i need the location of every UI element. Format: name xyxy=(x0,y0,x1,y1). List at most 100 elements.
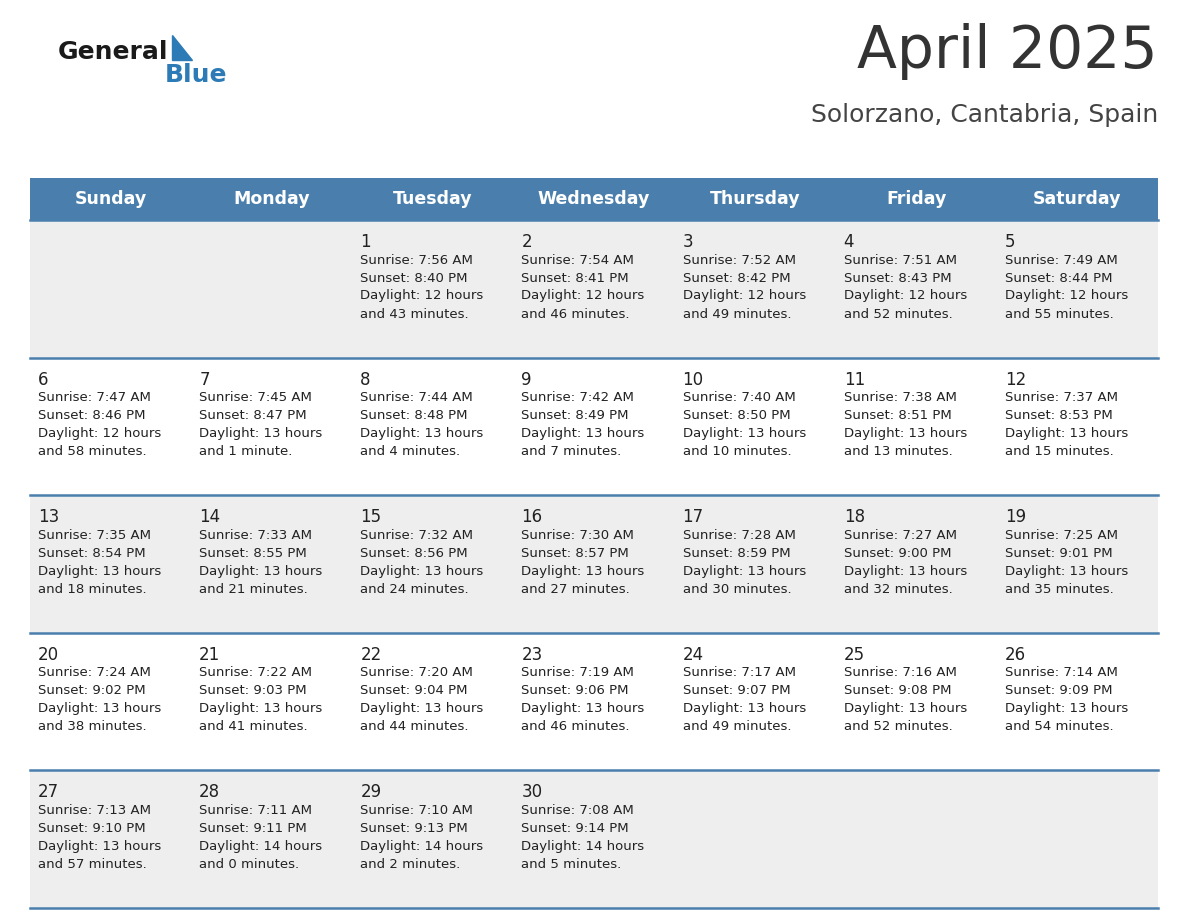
Text: Sunrise: 7:49 AM: Sunrise: 7:49 AM xyxy=(1005,253,1118,266)
Text: and 41 minutes.: and 41 minutes. xyxy=(200,721,308,733)
Text: Daylight: 13 hours: Daylight: 13 hours xyxy=(38,565,162,577)
Text: Sunrise: 7:24 AM: Sunrise: 7:24 AM xyxy=(38,666,151,679)
Text: Daylight: 13 hours: Daylight: 13 hours xyxy=(683,565,805,577)
Text: Sunday: Sunday xyxy=(75,190,146,208)
Text: Sunset: 9:14 PM: Sunset: 9:14 PM xyxy=(522,822,630,834)
Text: Sunset: 8:47 PM: Sunset: 8:47 PM xyxy=(200,409,307,422)
Text: 11: 11 xyxy=(843,371,865,388)
Text: April 2025: April 2025 xyxy=(858,24,1158,81)
Text: 3: 3 xyxy=(683,233,693,251)
Text: Friday: Friday xyxy=(886,190,947,208)
Text: Sunrise: 7:17 AM: Sunrise: 7:17 AM xyxy=(683,666,796,679)
Text: Thursday: Thursday xyxy=(710,190,801,208)
Text: Sunrise: 7:25 AM: Sunrise: 7:25 AM xyxy=(1005,529,1118,542)
Text: Daylight: 13 hours: Daylight: 13 hours xyxy=(360,702,484,715)
Text: Sunset: 9:01 PM: Sunset: 9:01 PM xyxy=(1005,547,1112,560)
Text: 17: 17 xyxy=(683,509,703,526)
Text: and 38 minutes.: and 38 minutes. xyxy=(38,721,146,733)
Text: 7: 7 xyxy=(200,371,209,388)
Text: Daylight: 13 hours: Daylight: 13 hours xyxy=(200,702,322,715)
Text: Solorzano, Cantabria, Spain: Solorzano, Cantabria, Spain xyxy=(810,103,1158,127)
Text: 5: 5 xyxy=(1005,233,1016,251)
Text: 14: 14 xyxy=(200,509,220,526)
Text: Daylight: 13 hours: Daylight: 13 hours xyxy=(843,565,967,577)
Text: Daylight: 12 hours: Daylight: 12 hours xyxy=(38,427,162,440)
Text: Daylight: 13 hours: Daylight: 13 hours xyxy=(1005,565,1129,577)
Text: and 0 minutes.: and 0 minutes. xyxy=(200,858,299,871)
Text: and 1 minute.: and 1 minute. xyxy=(200,445,292,458)
Text: Sunrise: 7:20 AM: Sunrise: 7:20 AM xyxy=(360,666,473,679)
Text: 2: 2 xyxy=(522,233,532,251)
Text: Sunset: 9:06 PM: Sunset: 9:06 PM xyxy=(522,684,628,698)
Text: Wednesday: Wednesday xyxy=(538,190,650,208)
Text: Sunset: 8:40 PM: Sunset: 8:40 PM xyxy=(360,272,468,285)
Text: Daylight: 14 hours: Daylight: 14 hours xyxy=(522,840,645,853)
Text: Sunrise: 7:54 AM: Sunrise: 7:54 AM xyxy=(522,253,634,266)
Text: and 4 minutes.: and 4 minutes. xyxy=(360,445,461,458)
Text: Daylight: 13 hours: Daylight: 13 hours xyxy=(522,565,645,577)
Text: 9: 9 xyxy=(522,371,532,388)
Text: 20: 20 xyxy=(38,645,59,664)
Text: Sunrise: 7:14 AM: Sunrise: 7:14 AM xyxy=(1005,666,1118,679)
Text: Sunset: 8:57 PM: Sunset: 8:57 PM xyxy=(522,547,630,560)
Text: and 55 minutes.: and 55 minutes. xyxy=(1005,308,1113,320)
Text: Sunrise: 7:11 AM: Sunrise: 7:11 AM xyxy=(200,804,312,817)
Text: Saturday: Saturday xyxy=(1034,190,1121,208)
Text: Daylight: 13 hours: Daylight: 13 hours xyxy=(522,427,645,440)
Text: Sunset: 8:48 PM: Sunset: 8:48 PM xyxy=(360,409,468,422)
Bar xyxy=(675,178,835,220)
Text: Sunrise: 7:08 AM: Sunrise: 7:08 AM xyxy=(522,804,634,817)
Text: Daylight: 12 hours: Daylight: 12 hours xyxy=(360,289,484,303)
Text: and 15 minutes.: and 15 minutes. xyxy=(1005,445,1113,458)
Text: and 44 minutes.: and 44 minutes. xyxy=(360,721,469,733)
Bar xyxy=(30,358,1158,495)
Text: Sunset: 9:11 PM: Sunset: 9:11 PM xyxy=(200,822,307,834)
Text: 30: 30 xyxy=(522,783,543,801)
Text: Daylight: 13 hours: Daylight: 13 hours xyxy=(360,427,484,440)
Text: Daylight: 14 hours: Daylight: 14 hours xyxy=(200,840,322,853)
Polygon shape xyxy=(172,35,192,60)
Text: and 2 minutes.: and 2 minutes. xyxy=(360,858,461,871)
Text: Sunset: 9:08 PM: Sunset: 9:08 PM xyxy=(843,684,952,698)
Text: and 57 minutes.: and 57 minutes. xyxy=(38,858,147,871)
Text: Sunset: 8:56 PM: Sunset: 8:56 PM xyxy=(360,547,468,560)
Text: and 43 minutes.: and 43 minutes. xyxy=(360,308,469,320)
Text: and 10 minutes.: and 10 minutes. xyxy=(683,445,791,458)
Text: Sunrise: 7:38 AM: Sunrise: 7:38 AM xyxy=(843,391,956,404)
Text: Sunrise: 7:27 AM: Sunrise: 7:27 AM xyxy=(843,529,956,542)
Text: and 52 minutes.: and 52 minutes. xyxy=(843,308,953,320)
Text: Daylight: 12 hours: Daylight: 12 hours xyxy=(1005,289,1129,303)
Bar xyxy=(191,178,353,220)
Text: Sunset: 9:04 PM: Sunset: 9:04 PM xyxy=(360,684,468,698)
Text: Sunset: 9:03 PM: Sunset: 9:03 PM xyxy=(200,684,307,698)
Text: Sunrise: 7:40 AM: Sunrise: 7:40 AM xyxy=(683,391,795,404)
Text: and 52 minutes.: and 52 minutes. xyxy=(843,721,953,733)
Text: Sunrise: 7:35 AM: Sunrise: 7:35 AM xyxy=(38,529,151,542)
Text: and 30 minutes.: and 30 minutes. xyxy=(683,583,791,596)
Text: Sunset: 9:02 PM: Sunset: 9:02 PM xyxy=(38,684,146,698)
Bar xyxy=(353,178,513,220)
Text: Sunrise: 7:28 AM: Sunrise: 7:28 AM xyxy=(683,529,796,542)
Text: Sunset: 8:46 PM: Sunset: 8:46 PM xyxy=(38,409,145,422)
Text: Sunset: 8:50 PM: Sunset: 8:50 PM xyxy=(683,409,790,422)
Text: and 32 minutes.: and 32 minutes. xyxy=(843,583,953,596)
Text: Sunset: 8:54 PM: Sunset: 8:54 PM xyxy=(38,547,146,560)
Text: 29: 29 xyxy=(360,783,381,801)
Text: and 46 minutes.: and 46 minutes. xyxy=(522,308,630,320)
Text: Monday: Monday xyxy=(233,190,310,208)
Text: General: General xyxy=(58,40,169,64)
Text: Sunrise: 7:51 AM: Sunrise: 7:51 AM xyxy=(843,253,956,266)
Bar xyxy=(30,633,1158,770)
Text: and 49 minutes.: and 49 minutes. xyxy=(683,308,791,320)
Text: Sunset: 9:07 PM: Sunset: 9:07 PM xyxy=(683,684,790,698)
Text: and 7 minutes.: and 7 minutes. xyxy=(522,445,621,458)
Text: 23: 23 xyxy=(522,645,543,664)
Text: and 58 minutes.: and 58 minutes. xyxy=(38,445,146,458)
Text: 26: 26 xyxy=(1005,645,1026,664)
Text: Sunrise: 7:52 AM: Sunrise: 7:52 AM xyxy=(683,253,796,266)
Text: Sunset: 8:42 PM: Sunset: 8:42 PM xyxy=(683,272,790,285)
Text: and 35 minutes.: and 35 minutes. xyxy=(1005,583,1113,596)
Text: 19: 19 xyxy=(1005,509,1026,526)
Text: Sunrise: 7:10 AM: Sunrise: 7:10 AM xyxy=(360,804,473,817)
Text: 18: 18 xyxy=(843,509,865,526)
